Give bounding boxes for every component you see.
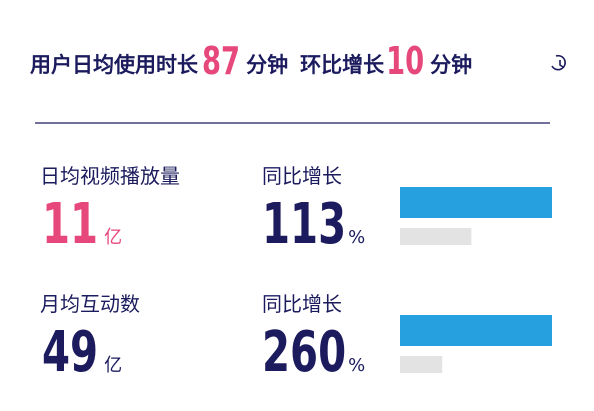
metric-unit: 亿 <box>104 355 122 376</box>
header-unit: 分钟 <box>246 53 288 77</box>
metric-label-wrap: 日均视频播放量 <box>40 164 180 188</box>
header-prefix-wrap: 用户日均使用时长 <box>30 53 199 77</box>
growth-value-wrap: 260 <box>262 319 346 384</box>
metric-label: 日均视频播放量 <box>40 164 180 188</box>
header-value-wrap: 87 <box>202 38 240 83</box>
growth-label-wrap: 同比增长 <box>262 292 342 316</box>
previous-bar <box>400 356 443 373</box>
growth-value-wrap: 113 <box>262 191 346 256</box>
growth-label-wrap: 同比增长 <box>262 164 342 188</box>
header-middle-wrap: 环比增长 <box>300 53 385 77</box>
header-unit-wrap: 分钟 <box>246 53 288 77</box>
current-bar <box>400 187 552 218</box>
growth-value: 113 <box>262 191 346 256</box>
growth-unit: % <box>348 355 365 376</box>
growth-unit-wrap: % <box>348 227 365 248</box>
metric-value: 11 <box>42 191 98 256</box>
metric-unit-wrap: 亿 <box>104 355 122 376</box>
growth-label: 同比增长 <box>262 292 342 316</box>
header-change: 10 <box>386 38 424 83</box>
header-prefix: 用户日均使用时长 <box>30 53 199 77</box>
metric-label-wrap: 月均互动数 <box>40 292 140 316</box>
previous-bar <box>400 228 472 245</box>
header-change-unit-wrap: 分钟 <box>430 53 472 77</box>
header-value: 87 <box>202 38 240 83</box>
growth-label: 同比增长 <box>262 164 342 188</box>
metric-unit-wrap: 亿 <box>104 227 122 248</box>
metric-unit: 亿 <box>104 227 122 248</box>
header-change-unit: 分钟 <box>430 53 472 77</box>
header-middle: 环比增长 <box>300 53 385 77</box>
header-change-wrap: 10 <box>386 38 424 83</box>
growth-unit: % <box>348 227 365 248</box>
current-bar <box>400 315 552 346</box>
metric-value-wrap: 11 <box>42 191 98 256</box>
growth-value: 260 <box>262 319 346 384</box>
metric-value-wrap: 49 <box>42 319 98 384</box>
growth-unit-wrap: % <box>348 355 365 376</box>
metric-value: 49 <box>42 319 98 384</box>
clock-icon <box>551 54 566 71</box>
metric-label: 月均互动数 <box>40 292 140 316</box>
